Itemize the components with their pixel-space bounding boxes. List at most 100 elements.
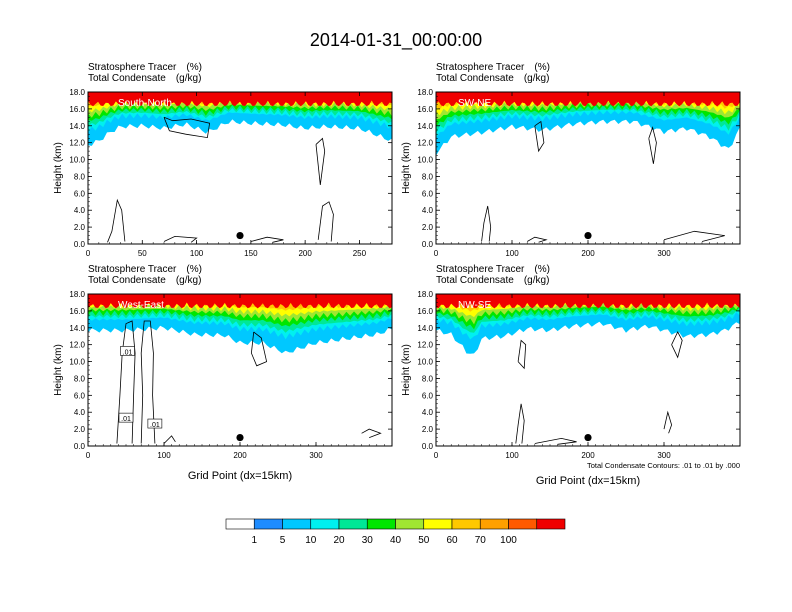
colorbar-swatch: [253, 518, 283, 530]
condensate-contour: [534, 437, 577, 445]
cross-section-label: NW-SE: [458, 300, 491, 311]
condensate-contour: [515, 403, 525, 444]
cross-section-label: SW-NE: [458, 98, 491, 109]
panel-2-title-units1: (%): [534, 62, 550, 73]
colorbar-swatch: [310, 518, 340, 530]
condensate-contour: [317, 201, 334, 242]
colorbar-swatch: [366, 518, 396, 530]
x-tick-label: 200: [581, 451, 595, 460]
x-tick-label: 100: [505, 249, 519, 258]
y-tick-label: 0.0: [422, 442, 434, 451]
y-tick-label: 18.0: [69, 88, 85, 97]
chart-panel-3: .01 .01 .01 West-East 0.0 2.0 4.0 6.0 8.0 10.0 12.…: [53, 290, 393, 482]
colorbar-label: 10: [305, 535, 317, 546]
panel-3-titles: Stratosphere Tracer (%) Total Condensate (…: [88, 264, 202, 286]
y-axis-label: Height (km): [401, 344, 412, 396]
y-tick-label: 14.0: [69, 122, 85, 131]
y-tick-label: 8.0: [74, 172, 86, 181]
x-tick-label: 200: [581, 249, 595, 258]
condensate-contour: [534, 120, 545, 153]
chart-panel-2: SW-NE 0.0 2.0 4.0 6.0 8.0 10.0 12.0 14.0 16.0 18.0…: [401, 88, 741, 258]
contour-label: .01: [121, 416, 131, 423]
panel-2-title-units2: (g/kg): [523, 73, 550, 84]
panel-4-title-line2: Total Condensate: [436, 275, 514, 286]
x-tick-label: 300: [657, 451, 671, 460]
y-tick-label: 8.0: [74, 374, 86, 383]
y-tick-label: 6.0: [74, 391, 86, 400]
y-tick-label: 10.0: [417, 156, 433, 165]
condensate-contour: [527, 236, 548, 243]
figure-title: 2014-01-31_00:00:00: [309, 30, 483, 50]
y-tick-label: 8.0: [422, 172, 434, 181]
y-tick-label: 2.0: [74, 425, 86, 434]
condensate-contour: [163, 235, 198, 243]
x-tick-label: 250: [353, 249, 367, 258]
y-tick-label: 16.0: [69, 105, 85, 114]
condensate-contour: [361, 428, 382, 438]
condensate-contour: [116, 320, 136, 444]
contour-label: .01: [123, 349, 133, 356]
panel-4-title-units2: (g/kg): [523, 275, 550, 286]
colorbar-label: 50: [418, 535, 430, 546]
x-tick-label: 300: [657, 249, 671, 258]
y-tick-label: 10.0: [69, 156, 85, 165]
location-marker: [236, 231, 244, 240]
contour-footnote: Total Condensate Contours: .01 to .01 by…: [587, 461, 740, 470]
panel-2-titles: Stratosphere Tracer (%) Total Condensate (…: [436, 62, 550, 84]
y-tick-label: 0.0: [74, 240, 86, 249]
panel-1-title-units1: (%): [186, 62, 202, 73]
condensate-contour: [671, 331, 683, 359]
x-tick-label: 0: [434, 249, 439, 258]
y-axis-label: Height (km): [401, 142, 412, 194]
x-tick-label: 100: [190, 249, 204, 258]
colorbar-label: 70: [475, 535, 487, 546]
x-tick-label: 100: [157, 451, 171, 460]
x-tick-label: 150: [244, 249, 258, 258]
y-tick-label: 4.0: [74, 206, 86, 215]
x-axis-label: Grid Point (dx=15km): [536, 475, 640, 487]
location-marker: [236, 433, 244, 442]
panel-1-title-line1: Stratosphere Tracer: [88, 62, 177, 73]
contour-label-box: [118, 412, 134, 423]
y-axis-label: Height (km): [53, 344, 64, 396]
condensate-contour: [648, 126, 657, 164]
condensate-contour: [481, 205, 492, 242]
colorbar-label: 1: [251, 535, 257, 546]
condensate-contour: [163, 116, 211, 139]
panel-4-titles: Stratosphere Tracer (%) Total Condensate (…: [436, 264, 550, 286]
colorbar-label: 30: [362, 535, 374, 546]
panel-3-title-line2: Total Condensate: [88, 275, 166, 286]
x-tick-label: 0: [434, 451, 439, 460]
y-tick-label: 12.0: [417, 341, 433, 350]
y-tick-label: 4.0: [74, 408, 86, 417]
colorbar-swatch: [536, 518, 566, 530]
colorbar-swatch: [225, 518, 255, 530]
colorbar-swatch: [479, 518, 509, 530]
cross-section-label: West-East: [118, 300, 164, 311]
condensate-contour: [250, 331, 268, 367]
colorbar-label: 20: [333, 535, 345, 546]
x-tick-label: 100: [505, 451, 519, 460]
location-marker: [584, 433, 592, 442]
condensate-contour: [517, 339, 527, 370]
condensate-contour: [107, 198, 126, 243]
y-tick-label: 12.0: [69, 139, 85, 148]
y-tick-label: 6.0: [422, 391, 434, 400]
y-tick-label: 6.0: [74, 189, 86, 198]
panel-4-title-units1: (%): [534, 264, 550, 275]
y-tick-label: 6.0: [422, 189, 434, 198]
y-tick-label: 4.0: [422, 408, 434, 417]
panel-3-title-units1: (%): [186, 264, 202, 275]
condensate-contour: [163, 435, 176, 444]
panel-1-title-units2: (g/kg): [175, 73, 202, 84]
panel-2-title-line1: Stratosphere Tracer: [436, 62, 525, 73]
y-tick-label: 4.0: [422, 206, 434, 215]
y-tick-label: 10.0: [417, 358, 433, 367]
y-tick-label: 10.0: [69, 358, 85, 367]
y-tick-label: 16.0: [417, 105, 433, 114]
panel-4-title-line1: Stratosphere Tracer: [436, 264, 525, 275]
y-tick-label: 18.0: [417, 88, 433, 97]
y-tick-label: 2.0: [422, 223, 434, 232]
